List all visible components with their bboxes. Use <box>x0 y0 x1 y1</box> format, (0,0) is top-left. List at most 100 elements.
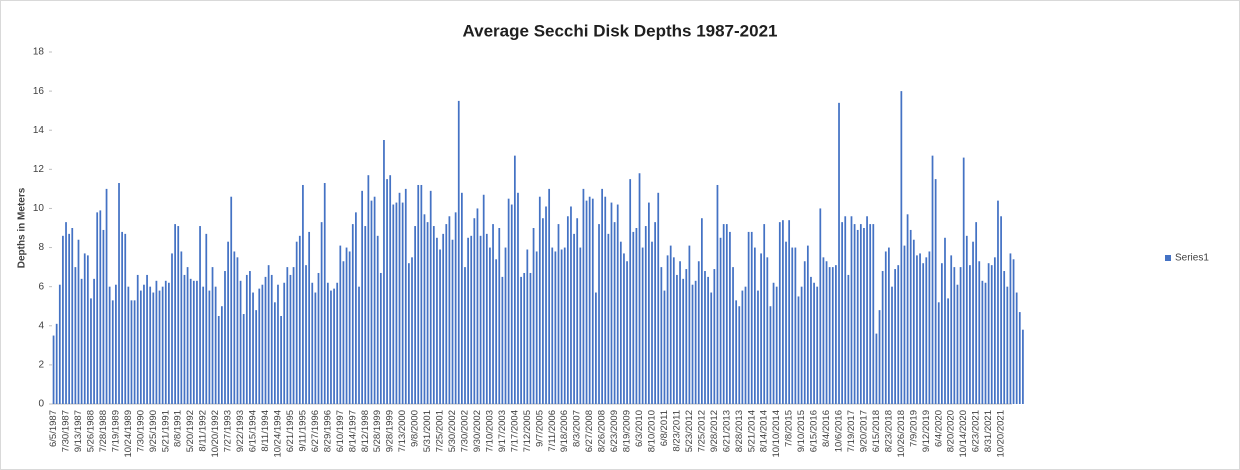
x-tick-label: 7/19/1989 <box>110 410 121 452</box>
bar <box>317 272 320 404</box>
bar <box>1012 259 1015 404</box>
x-tick-label: 7/19/2017 <box>846 410 857 452</box>
bar <box>426 222 429 404</box>
x-tick-label: 5/26/1988 <box>85 410 96 452</box>
bar <box>769 306 772 404</box>
bar <box>348 251 351 404</box>
bar <box>379 272 382 404</box>
bar <box>280 316 282 404</box>
bar <box>504 247 507 404</box>
bar <box>545 206 547 404</box>
bar <box>956 284 959 404</box>
x-tick-label: 8/26/2008 <box>597 410 608 452</box>
bar <box>906 214 909 404</box>
bar <box>900 91 903 404</box>
bar <box>146 274 148 404</box>
bar <box>822 257 825 404</box>
bar <box>710 292 713 404</box>
bar <box>186 267 189 404</box>
bar <box>987 263 990 404</box>
bar <box>931 155 934 404</box>
bar <box>355 212 357 404</box>
bar <box>791 247 794 404</box>
bar <box>797 296 800 404</box>
bar <box>211 267 214 404</box>
bar <box>585 200 588 404</box>
bar <box>669 245 672 404</box>
bar <box>835 265 837 404</box>
x-tick-label: 8/14/2014 <box>759 410 770 452</box>
bar <box>741 290 744 404</box>
bar <box>62 235 64 404</box>
bar <box>351 224 354 404</box>
bar <box>566 216 569 404</box>
bar <box>370 200 373 404</box>
bar <box>806 245 809 404</box>
bar <box>747 231 750 404</box>
bar <box>314 292 317 404</box>
bar <box>86 255 89 404</box>
bar <box>888 247 890 404</box>
bar <box>697 261 700 404</box>
x-tick-label: 7/13/2000 <box>397 410 408 452</box>
bar <box>853 224 856 404</box>
x-tick-label: 9/20/2017 <box>858 410 869 452</box>
bar <box>80 278 83 404</box>
y-tick-label: 8 <box>38 242 44 253</box>
bar <box>523 272 526 404</box>
x-tick-label: 5/30/2002 <box>447 410 458 452</box>
bar <box>856 229 859 404</box>
bar <box>557 224 560 404</box>
bar <box>613 222 616 404</box>
bar <box>869 224 872 404</box>
bar <box>139 290 142 404</box>
bar <box>74 267 77 404</box>
bar <box>997 200 999 404</box>
x-tick-label: 8/29/1996 <box>322 410 333 452</box>
bar <box>535 251 538 404</box>
bar <box>616 204 619 404</box>
bar <box>1006 286 1009 404</box>
x-tick-label: 7/10/2003 <box>484 410 495 452</box>
bar <box>676 274 678 404</box>
bar <box>866 216 868 404</box>
bar <box>719 237 722 404</box>
bar <box>884 251 887 404</box>
bar <box>1009 253 1012 404</box>
x-tick-label: 7/8/2015 <box>784 410 795 447</box>
bar <box>654 222 656 404</box>
bar <box>423 214 426 404</box>
bar <box>775 286 778 404</box>
bar <box>875 333 878 404</box>
x-tick-label: 5/28/1999 <box>372 410 383 452</box>
x-tick-label: 8/20/2020 <box>946 410 957 452</box>
x-tick-label: 10/20/1992 <box>210 410 221 458</box>
y-axis-title: Depths in Meters <box>17 187 28 268</box>
bar <box>220 306 223 404</box>
bar <box>364 226 367 404</box>
bar <box>563 247 566 404</box>
bar <box>270 274 273 404</box>
bar <box>944 237 946 404</box>
bar <box>164 280 167 404</box>
bar <box>330 290 332 404</box>
bar <box>520 276 522 404</box>
x-tick-label: 10/26/2018 <box>896 410 907 458</box>
bar <box>729 231 731 404</box>
bar <box>672 257 675 404</box>
bar <box>236 257 239 404</box>
bar <box>682 278 685 404</box>
x-tick-label: 6/8/2011 <box>659 410 670 446</box>
bar <box>292 267 295 404</box>
bar <box>404 188 407 404</box>
bar <box>93 278 95 404</box>
bar <box>183 274 186 404</box>
bar <box>252 292 254 404</box>
bar <box>816 286 819 404</box>
bar <box>464 267 466 404</box>
bar <box>401 202 404 404</box>
x-tick-label: 6/3/2010 <box>634 410 645 447</box>
bar <box>782 220 784 404</box>
bar <box>411 257 413 404</box>
bar <box>143 284 145 404</box>
